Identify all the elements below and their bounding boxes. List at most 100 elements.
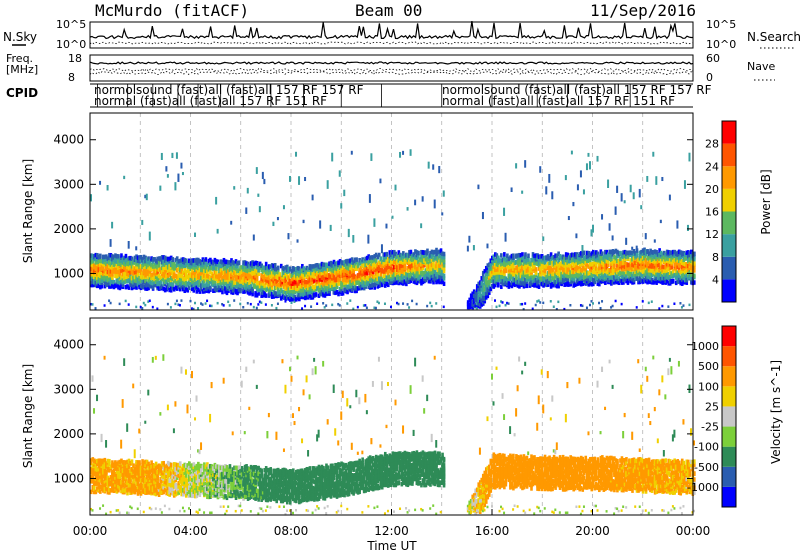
echo-cell: [177, 272, 181, 277]
echo-cell: [668, 273, 672, 278]
echo-cell: [543, 263, 547, 269]
echo-cell: [288, 279, 292, 284]
echo-cell: [334, 268, 337, 273]
echo-cell: [405, 259, 408, 264]
echo-cell: [591, 277, 595, 283]
echo-cell: [258, 300, 261, 304]
echo-cell: [136, 255, 140, 261]
echo-cell: [153, 279, 156, 285]
echo-cell: [311, 287, 315, 292]
echo-cell: [605, 258, 609, 264]
echo-cell: [486, 290, 490, 296]
echo-cell: [255, 306, 258, 310]
echo-cell: [652, 250, 655, 255]
echo-cell: [338, 280, 342, 286]
echo-cell: [432, 252, 435, 257]
echo-cell: [236, 268, 239, 274]
echo-cell: [549, 278, 553, 283]
echo-cell: [662, 250, 666, 256]
colorbar-tick-label: 16: [705, 206, 719, 219]
echo-cell: [246, 261, 250, 267]
echo-cell: [322, 265, 325, 271]
echo-cell: [246, 281, 250, 287]
echo-cell: [100, 477, 104, 483]
echo-cell: [477, 184, 480, 190]
echo-cell: [216, 283, 220, 288]
echo-cell: [649, 272, 652, 277]
echo-cell: [524, 278, 527, 283]
echo-cell: [510, 283, 514, 289]
echo-cell: [647, 279, 651, 284]
echo-cell: [233, 186, 236, 190]
echo-cell: [536, 255, 539, 261]
echo-cell: [569, 303, 572, 307]
echo-cell: [441, 265, 444, 270]
echo-cell: [683, 277, 687, 283]
echo-cell: [423, 258, 426, 263]
echo-cell: [231, 267, 235, 273]
echo-cell: [622, 277, 625, 283]
echo-cell: [539, 275, 542, 281]
echo-cell: [278, 289, 282, 295]
echo-cell: [478, 304, 481, 308]
echo-cell: [480, 299, 483, 303]
echo-cell: [667, 262, 670, 267]
echo-cell: [689, 279, 693, 285]
echo-cell: [567, 267, 571, 272]
echo-cell: [495, 253, 499, 258]
echo-cell: [604, 257, 607, 262]
echo-cell: [302, 219, 305, 224]
echo-cell: [319, 287, 322, 293]
echo-cell: [386, 259, 390, 265]
echo-cell: [402, 251, 405, 256]
echo-cell: [388, 250, 392, 255]
echo-cell: [350, 278, 354, 283]
echo-cell: [175, 274, 179, 279]
echo-cell: [165, 166, 168, 172]
echo-cell: [593, 269, 597, 275]
echo-cell: [254, 268, 257, 274]
echo-cell: [254, 260, 257, 266]
echo-cell: [169, 281, 173, 287]
echo-cell: [252, 269, 256, 275]
echo-cell: [489, 269, 493, 275]
echo-cell: [625, 278, 628, 284]
echo-cell: [619, 278, 622, 283]
echo-cell: [486, 265, 490, 271]
echo-cell: [219, 259, 223, 264]
echo-cell: [628, 250, 631, 255]
echo-cell: [168, 277, 171, 283]
echo-cell: [471, 304, 474, 310]
echo-cell: [605, 263, 609, 268]
echo-cell: [498, 270, 502, 275]
echo-cell: [469, 301, 473, 306]
echo-cell: [548, 265, 551, 271]
echo-cell: [677, 249, 681, 255]
echo-cell: [510, 253, 514, 259]
echo-cell: [201, 267, 205, 272]
echo-cell: [548, 173, 551, 183]
echo-cell: [203, 283, 206, 288]
echo-cell: [115, 282, 119, 288]
echo-cell: [644, 275, 648, 280]
echo-cell: [579, 304, 582, 307]
echo-cell: [640, 261, 643, 267]
echo-cell: [400, 267, 404, 273]
echo-cell: [575, 265, 579, 270]
echo-cell: [352, 235, 355, 243]
echo-cell: [285, 264, 289, 270]
echo-cell: [373, 218, 376, 227]
echo-cell: [118, 272, 122, 277]
echo-cell: [243, 265, 247, 271]
echo-cell: [693, 280, 696, 285]
echo-cell: [498, 277, 502, 282]
echo-cell: [411, 262, 414, 268]
echo-cell: [255, 276, 259, 282]
echo-cell: [501, 274, 505, 279]
echo-cell: [97, 275, 101, 280]
echo-cell: [320, 264, 324, 269]
echo-cell: [338, 170, 341, 177]
echo-cell: [99, 273, 102, 279]
echo-cell: [647, 301, 650, 305]
